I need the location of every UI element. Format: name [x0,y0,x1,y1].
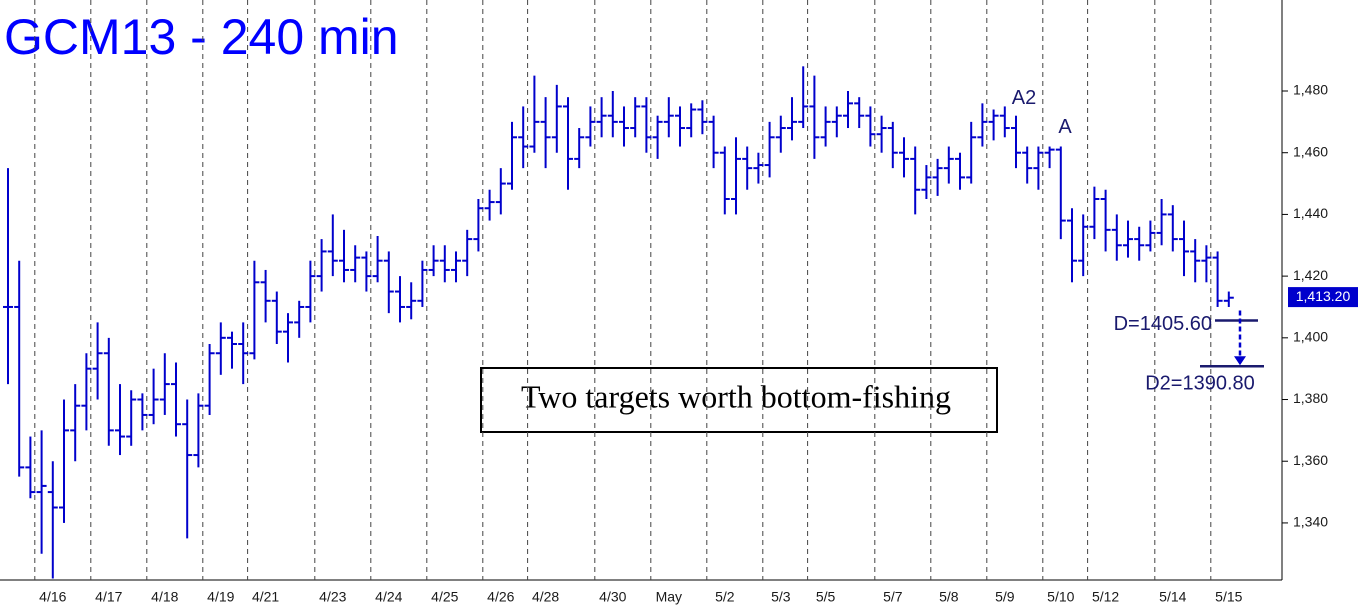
x-tick-label: 4/23 [319,589,346,605]
note-box [480,367,998,433]
y-tick-label: 1,380 [1293,390,1328,406]
last-price-label: 1,413.20 [1296,288,1351,304]
x-tick-label: 4/28 [532,589,559,605]
x-tick-label: 4/19 [207,589,234,605]
note: Two targets worth bottom-fishing [521,378,951,414]
x-tick-label: 5/8 [939,589,959,605]
x-tick-label: 5/7 [883,589,903,605]
x-tick-label: May [656,589,682,605]
y-tick-label: 1,360 [1293,452,1328,468]
x-tick-label: 4/21 [252,589,279,605]
annotation: A [1058,116,1072,138]
x-tick-label: 4/25 [431,589,458,605]
y-tick-label: 1,440 [1293,205,1328,221]
y-tick-label: 1,480 [1293,82,1328,98]
x-tick-label: 5/15 [1215,589,1242,605]
x-tick-label: 4/16 [39,589,66,605]
x-tick-label: 5/12 [1092,589,1119,605]
x-tick-label: 5/5 [816,589,836,605]
target-label: D2=1390.80 [1145,372,1255,394]
y-tick-label: 1,340 [1293,514,1328,530]
x-tick-label: 5/10 [1047,589,1074,605]
x-tick-label: 4/30 [599,589,626,605]
y-tick-label: 1,460 [1293,143,1328,159]
chart-title: GCM13 - 240 min [4,9,399,65]
x-tick-label: 5/9 [995,589,1015,605]
y-tick-label: 1,400 [1293,329,1328,345]
x-tick-label: 5/3 [771,589,791,605]
x-tick-label: 5/14 [1159,589,1186,605]
target-label: D=1405.60 [1114,313,1212,335]
x-tick-label: 4/24 [375,589,402,605]
y-tick-label: 1,420 [1293,267,1328,283]
x-tick-label: 4/18 [151,589,178,605]
x-tick-label: 4/17 [95,589,122,605]
last-price-tag [1288,287,1358,308]
x-tick-label: 4/26 [487,589,514,605]
annotation: A2 [1012,87,1036,109]
x-tick-label: 5/2 [715,589,735,605]
target-arrowhead [1234,356,1246,366]
